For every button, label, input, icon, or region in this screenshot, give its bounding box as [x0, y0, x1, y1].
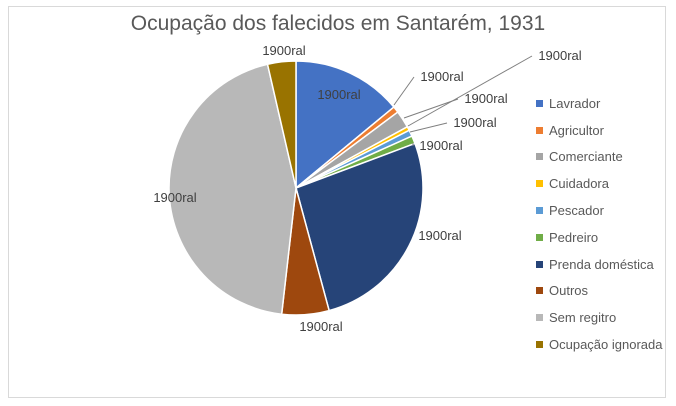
legend-label: Sem regitro — [549, 310, 617, 326]
legend-item: Pedreiro — [536, 224, 671, 251]
legend-label: Comerciante — [549, 149, 623, 165]
legend-label: Lavrador — [549, 95, 601, 111]
data-label: 1900ral — [317, 87, 360, 102]
legend-item: Comerciante — [536, 144, 671, 171]
legend: Lavrador Agricultor Comerciante Cuidadora Pe… — [536, 90, 671, 358]
pie-slice-lavrador — [295, 60, 395, 190]
legend-swatch — [536, 233, 543, 241]
legend-item: Agricultor — [536, 117, 671, 144]
chart-title: Ocupação dos falecidos em Santarém, 1931 — [130, 12, 546, 35]
legend-item: Pescador — [536, 197, 671, 224]
leader-line — [393, 76, 415, 106]
pie-slice-ocupa-o-ignorada — [266, 60, 297, 189]
legend-label: Prenda doméstica — [549, 256, 654, 272]
legend-swatch — [536, 99, 543, 107]
legend-label: Pescador — [549, 203, 604, 219]
legend-item: Cuidadora — [536, 170, 671, 197]
data-label: 1900ral — [453, 115, 496, 130]
legend-item: Ocupação ignorada — [536, 331, 671, 358]
legend-label: Outros — [549, 283, 589, 299]
pie-slice-sem-regitro — [168, 63, 297, 316]
data-label: 1900ral — [153, 190, 196, 205]
data-label: 1900ral — [538, 48, 581, 63]
legend-label: Agricultor — [549, 122, 604, 138]
pie-slice-prenda-dom-stica — [295, 142, 424, 312]
legend-item: Lavrador — [536, 90, 671, 117]
legend-swatch — [536, 260, 543, 268]
data-label: 1900ral — [464, 91, 507, 106]
data-label: 1900ral — [418, 228, 461, 243]
legend-item: Outros — [536, 278, 671, 305]
legend-item: Sem regitro — [536, 304, 671, 331]
legend-swatch — [536, 180, 543, 188]
data-label: 1900ral — [262, 43, 305, 58]
legend-swatch — [536, 207, 543, 215]
data-label: 1900ral — [299, 319, 342, 334]
legend-swatch — [536, 287, 543, 295]
leader-line — [407, 55, 533, 127]
legend-swatch — [536, 126, 543, 134]
legend-swatch — [536, 153, 543, 161]
data-label: 1900ral — [420, 69, 463, 84]
legend-item: Prenda doméstica — [536, 251, 671, 278]
legend-label: Ocupação ignorada — [549, 337, 663, 353]
data-label: 1900ral — [419, 138, 462, 153]
legend-swatch — [536, 341, 543, 349]
leader-line — [409, 122, 448, 133]
legend-label: Cuidadora — [549, 176, 609, 192]
legend-swatch — [536, 314, 543, 322]
legend-label: Pedreiro — [549, 229, 599, 245]
leader-line — [403, 98, 459, 119]
